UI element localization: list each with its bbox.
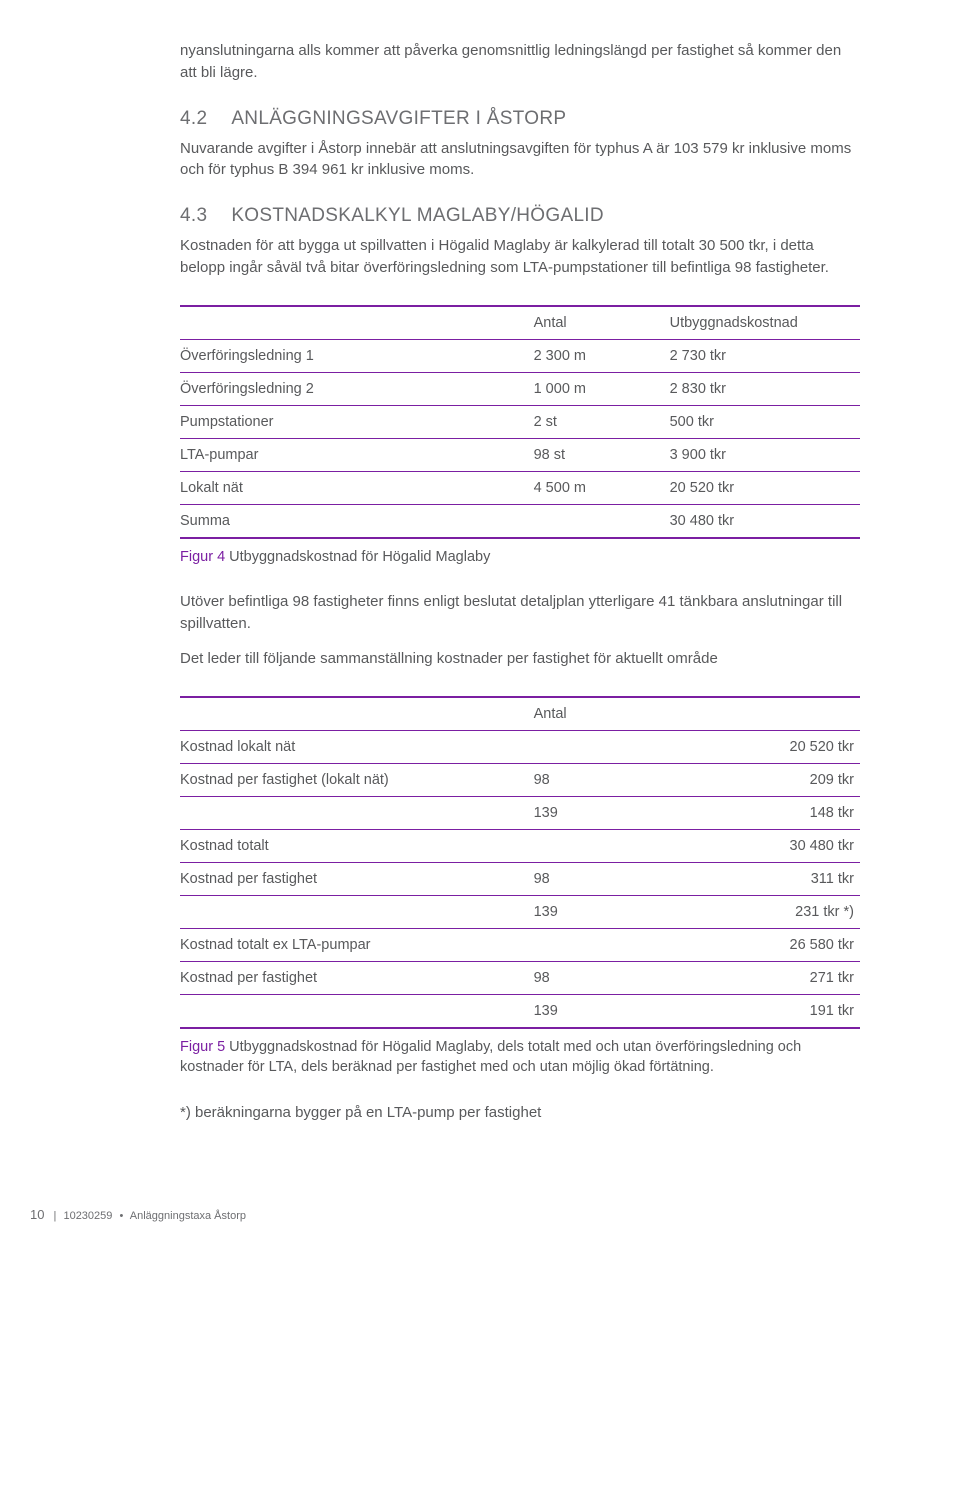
t2-head-empty [180,697,534,731]
t2-r1-right: 209 tkr [670,764,860,797]
t1-r1-mid: 1 000 m [534,372,670,405]
section-4-3-heading: 4.3 KOSTNADSKALKYL MAGLABY/HÖGALID [180,205,860,227]
page-number: 10 [30,1207,44,1222]
t1-r3-label: LTA-pumpar [180,438,534,471]
t1-r0-mid: 2 300 m [534,339,670,372]
t2-head-mid: Antal [534,697,670,731]
t1-r2-right: 500 tkr [670,405,860,438]
t1-r4-right: 20 520 tkr [670,471,860,504]
t1-r5-right: 30 480 tkr [670,504,860,538]
section-4-3-num: 4.3 [180,205,207,227]
cost-table-2: Antal Kostnad lokalt nät 20 520 tkr Kostn… [180,696,860,1029]
table-2-wrap: Antal Kostnad lokalt nät 20 520 tkr Kostn… [180,696,860,1029]
footer-bullet: • [119,1210,123,1222]
t2-r4-mid: 98 [534,863,670,896]
t2-r5-label [180,896,534,929]
t2-r2-right: 148 tkr [670,797,860,830]
t2-r7-right: 271 tkr [670,962,860,995]
intro-paragraph: nyanslutningarna alls kommer att påverka… [180,40,860,84]
t2-r0-label: Kostnad lokalt nät [180,731,534,764]
t1-head-empty [180,306,534,340]
t1-head-right: Utbyggnadskostnad [670,306,860,340]
t2-r3-mid [534,830,670,863]
figure-5-text: Utbyggnadskostnad för Högalid Maglaby, d… [180,1039,801,1075]
t2-r8-mid: 139 [534,995,670,1029]
t2-r6-label: Kostnad totalt ex LTA-pumpar [180,929,534,962]
t2-r7-mid: 98 [534,962,670,995]
figure-4-caption: Figur 4 Utbyggnadskostnad för Högalid Ma… [180,547,860,567]
figure-4-prefix: Figur 4 [180,549,225,565]
t1-r2-mid: 2 st [534,405,670,438]
t1-head-mid: Antal [534,306,670,340]
t2-head-right [670,697,860,731]
t2-r2-label [180,797,534,830]
t1-r4-mid: 4 500 m [534,471,670,504]
t2-r8-label [180,995,534,1029]
t1-r3-right: 3 900 tkr [670,438,860,471]
section-4-3-paragraph: Kostnaden för att bygga ut spillvatten i… [180,235,860,279]
t1-r1-right: 2 830 tkr [670,372,860,405]
t2-r6-mid [534,929,670,962]
mid-paragraph-2: Det leder till följande sammanställning … [180,648,860,670]
t1-r0-label: Överföringsledning 1 [180,339,534,372]
t1-r4-label: Lokalt nät [180,471,534,504]
footer-sep: | [54,1210,57,1222]
table-1-wrap: Antal Utbyggnadskostnad Överföringsledni… [180,305,860,539]
t2-r1-label: Kostnad per fastighet (lokalt nät) [180,764,534,797]
t1-r1-label: Överföringsledning 2 [180,372,534,405]
section-4-3-title: KOSTNADSKALKYL MAGLABY/HÖGALID [231,205,604,226]
t1-r5-label: Summa [180,504,534,538]
figure-5-prefix: Figur 5 [180,1039,225,1055]
t2-r8-right: 191 tkr [670,995,860,1029]
footer-title: Anläggningstaxa Åstorp [130,1210,246,1222]
page-footer: 10 | 10230259 • Anläggningstaxa Åstorp [0,1207,960,1222]
figure-4-text: Utbyggnadskostnad för Högalid Maglaby [225,549,490,565]
t2-r7-label: Kostnad per fastighet [180,962,534,995]
t2-r3-label: Kostnad totalt [180,830,534,863]
t1-r2-label: Pumpstationer [180,405,534,438]
t2-r5-right: 231 tkr *) [670,896,860,929]
section-4-2-heading: 4.2 ANLÄGGNINGSAVGIFTER I ÅSTORP [180,108,860,130]
t2-r4-right: 311 tkr [670,863,860,896]
footer-doc-id: 10230259 [63,1210,112,1222]
figure-5-caption: Figur 5 Utbyggnadskostnad för Högalid Ma… [180,1037,860,1078]
t2-r6-right: 26 580 tkr [670,929,860,962]
section-4-2-paragraph: Nuvarande avgifter i Åstorp innebär att … [180,138,860,182]
t2-r5-mid: 139 [534,896,670,929]
t2-r4-label: Kostnad per fastighet [180,863,534,896]
t2-r0-mid [534,731,670,764]
document-page: nyanslutningarna alls kommer att påverka… [0,0,960,1167]
t2-r1-mid: 98 [534,764,670,797]
footnote: *) beräkningarna bygger på en LTA-pump p… [180,1102,860,1124]
t1-r5-mid [534,504,670,538]
section-4-2-title: ANLÄGGNINGSAVGIFTER I ÅSTORP [231,108,566,129]
mid-paragraph-1: Utöver befintliga 98 fastigheter finns e… [180,591,860,635]
t2-r2-mid: 139 [534,797,670,830]
t1-r0-right: 2 730 tkr [670,339,860,372]
section-4-2-num: 4.2 [180,108,207,130]
t2-r3-right: 30 480 tkr [670,830,860,863]
cost-table-1: Antal Utbyggnadskostnad Överföringsledni… [180,305,860,539]
t2-r0-right: 20 520 tkr [670,731,860,764]
t1-r3-mid: 98 st [534,438,670,471]
